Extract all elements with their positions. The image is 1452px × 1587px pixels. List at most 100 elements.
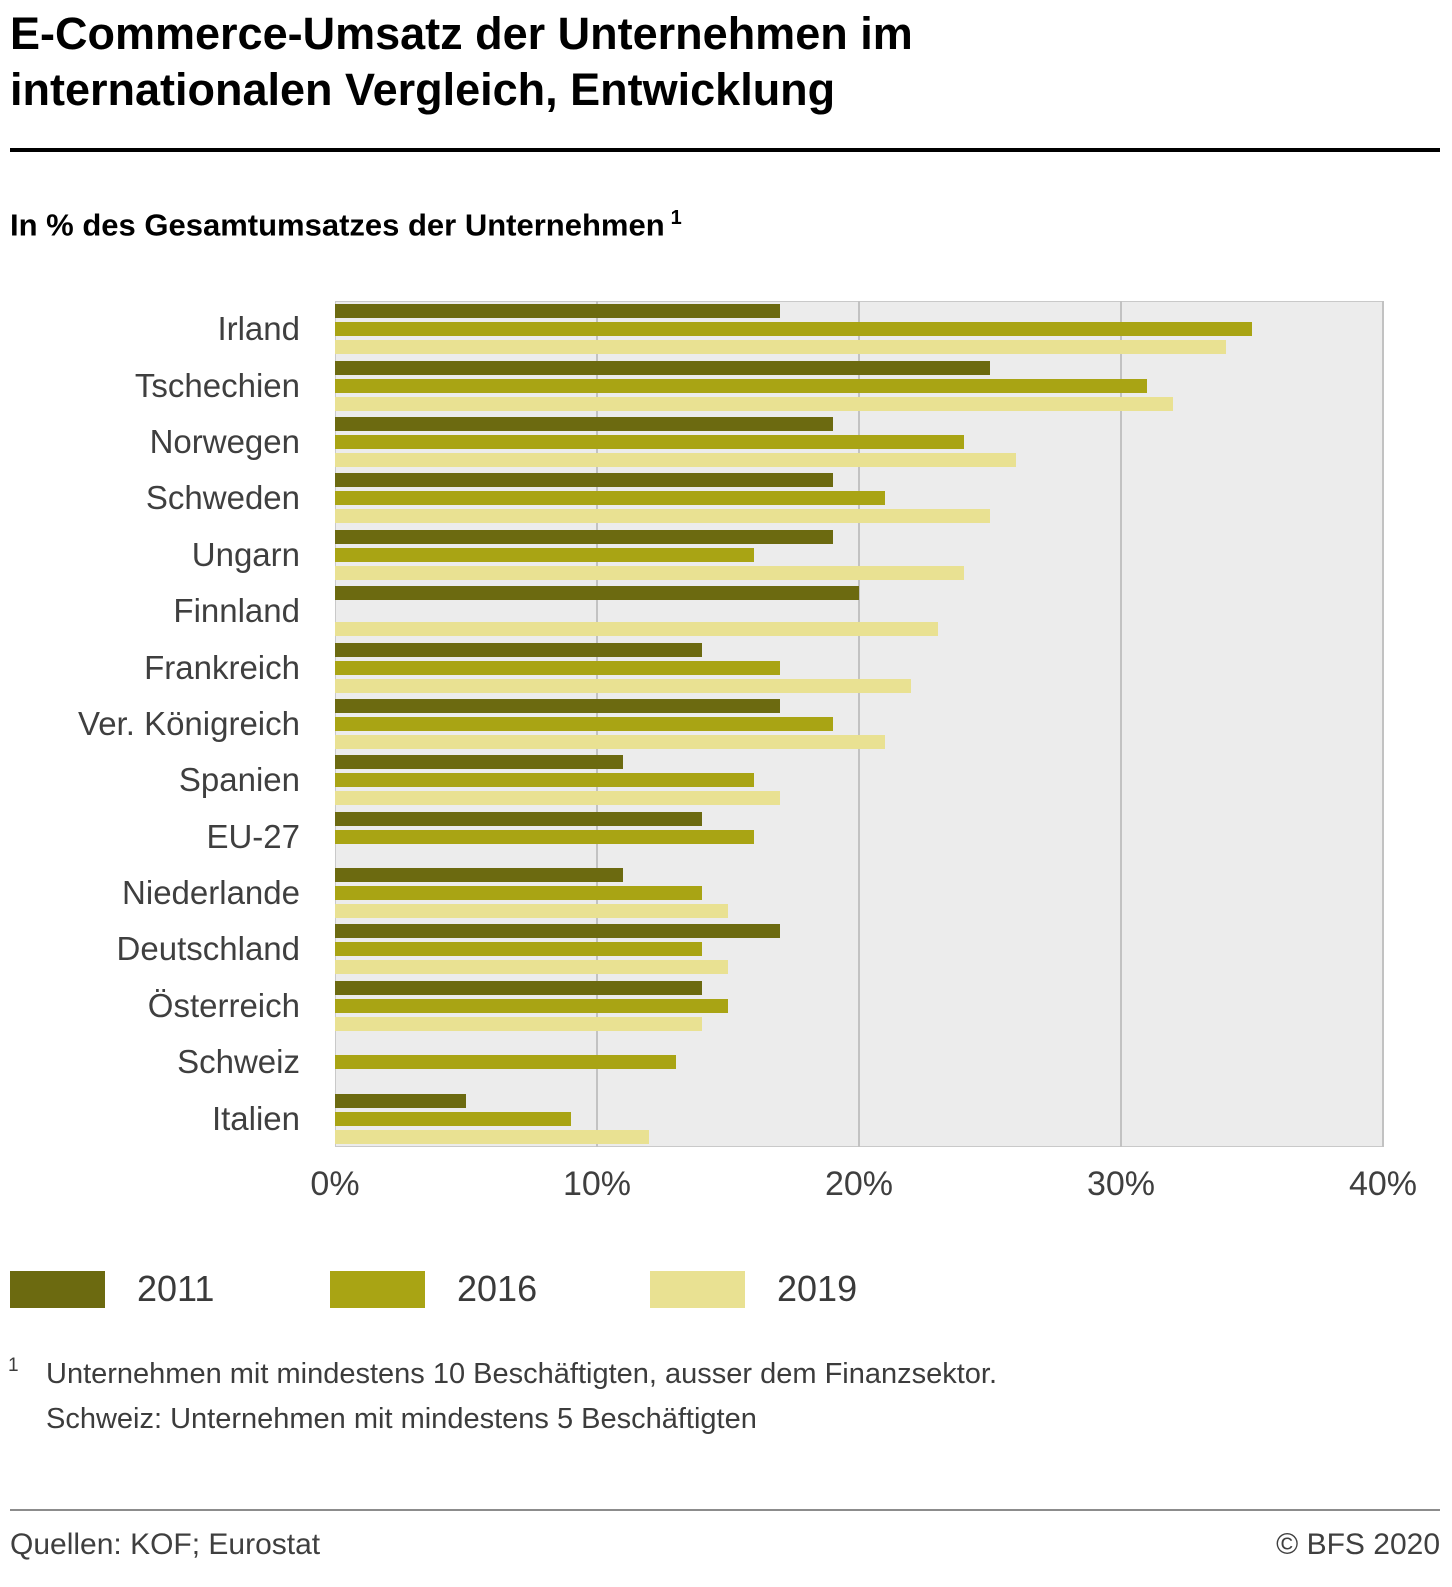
category-label: Tschechien — [134, 366, 300, 404]
category-labels: Irland Tschechien Norwegen Schweden Ungarn Fi… — [0, 301, 300, 1147]
legend-swatch — [10, 1270, 105, 1308]
bar-2016 — [335, 942, 702, 957]
bar-2011 — [335, 868, 624, 883]
bar-group — [335, 696, 1383, 752]
footnote-line-2: Schweiz: Unternehmen mit mindestens 5 Be… — [46, 1402, 757, 1435]
category-label: EU-27 — [206, 817, 300, 855]
bar-2011 — [335, 416, 833, 431]
bar-2019 — [335, 509, 990, 524]
bar-2016 — [335, 434, 964, 449]
bar-2019 — [335, 904, 728, 919]
bar-group — [335, 752, 1383, 808]
category-label: Spanien — [178, 761, 300, 799]
bar-2011 — [335, 304, 781, 319]
category-label: Deutschland — [116, 930, 300, 968]
bar-group — [335, 1034, 1383, 1090]
x-tick-label: 0% — [310, 1165, 360, 1203]
bar-2019 — [335, 340, 1226, 355]
bar-2016 — [335, 1111, 571, 1126]
bar-2016 — [335, 491, 886, 506]
bar-group — [335, 1090, 1383, 1146]
bar-group — [335, 639, 1383, 695]
bar-2019 — [335, 791, 781, 806]
bar-2016 — [335, 322, 1252, 337]
legend-swatch — [650, 1270, 745, 1308]
footnote-text: Unternehmen mit mindestens 10 Beschäftig… — [46, 1352, 997, 1442]
bar-group — [335, 470, 1383, 526]
x-axis: 0% 10% 20% 30% 40% — [310, 1165, 1417, 1209]
legend-label: 2011 — [137, 1268, 215, 1309]
bar-2019 — [335, 1016, 702, 1031]
plot-area — [335, 301, 1384, 1147]
copyright-text: © BFS 2020 — [1276, 1528, 1440, 1561]
category-label: Ver. Königreich — [78, 704, 300, 742]
bar-2016 — [335, 716, 833, 731]
legend-label: 2019 — [777, 1268, 858, 1309]
x-tick-label: 10% — [562, 1165, 632, 1203]
footnote-line-1: Unternehmen mit mindestens 10 Beschäftig… — [46, 1358, 998, 1390]
bar-2016 — [335, 660, 781, 675]
title-line-1: E-Commerce-Umsatz der Unternehmen im — [10, 8, 913, 59]
bar-2019 — [335, 734, 886, 749]
bar-2016 — [335, 378, 1148, 393]
category-label: Finnland — [173, 592, 300, 630]
legend-item: 2011 — [10, 1268, 330, 1310]
category-label: Niederlande — [122, 874, 300, 912]
source-text: Quellen: KOF; Eurostat — [10, 1528, 321, 1561]
bar-2016 — [335, 886, 702, 901]
bar-2011 — [335, 1093, 466, 1108]
bar-group — [335, 414, 1383, 470]
category-label: Frankreich — [144, 648, 300, 686]
subtitle-text: In % des Gesamtumsatzes der Unternehmen — [10, 207, 665, 243]
bar-2011 — [335, 811, 702, 826]
bar-2016 — [335, 829, 755, 844]
bar-2016 — [335, 773, 755, 788]
bar-2019 — [335, 622, 938, 637]
bar-2016 — [335, 998, 728, 1013]
bar-group — [335, 921, 1383, 977]
bar-2016 — [335, 547, 755, 562]
bar-group — [335, 978, 1383, 1034]
bar-2019 — [335, 960, 728, 975]
category-label: Österreich — [147, 986, 300, 1024]
bar-group — [335, 583, 1383, 639]
title-line-2: internationalen Vergleich, Entwicklung — [10, 63, 836, 115]
legend-item: 2019 — [650, 1268, 970, 1310]
category-label: Schweiz — [177, 1043, 300, 1081]
bar-2011 — [335, 529, 833, 544]
bar-2011 — [335, 473, 833, 488]
bar-2019 — [335, 396, 1174, 411]
subtitle-footnote-marker: 1 — [670, 207, 682, 229]
category-label: Norwegen — [149, 422, 300, 460]
bar-2011 — [335, 698, 781, 713]
gridline — [1382, 301, 1384, 1147]
chart-subtitle: In % des Gesamtumsatzes der Unternehmen 1 — [10, 207, 682, 243]
title-rule — [10, 148, 1440, 152]
category-label: Italien — [211, 1099, 300, 1137]
bar-2019 — [335, 452, 1017, 467]
bar-group — [335, 527, 1383, 583]
x-tick-label: 40% — [1348, 1165, 1418, 1203]
x-tick-label: 30% — [1086, 1165, 1156, 1203]
bar-group — [335, 865, 1383, 921]
bar-2011 — [335, 360, 990, 375]
category-label: Ungarn — [191, 535, 300, 573]
legend-label: 2016 — [457, 1268, 538, 1309]
bar-2019 — [335, 678, 912, 693]
bar-2011 — [335, 642, 702, 657]
bar-group — [335, 357, 1383, 413]
gridline — [1120, 301, 1122, 1147]
bar-group — [335, 809, 1383, 865]
bar-2019 — [335, 565, 964, 580]
bar-2016 — [335, 1055, 676, 1070]
bar-group — [335, 301, 1383, 357]
bar-2011 — [335, 755, 624, 770]
chart-title: E-Commerce-Umsatz der Unternehmen im inte… — [10, 6, 1440, 118]
legend: 2011 2016 2019 — [10, 1268, 970, 1310]
bar-2011 — [335, 980, 702, 995]
bar-2011 — [335, 586, 859, 601]
legend-swatch — [330, 1270, 425, 1308]
gridline — [858, 301, 860, 1147]
category-label: Irland — [217, 310, 300, 348]
